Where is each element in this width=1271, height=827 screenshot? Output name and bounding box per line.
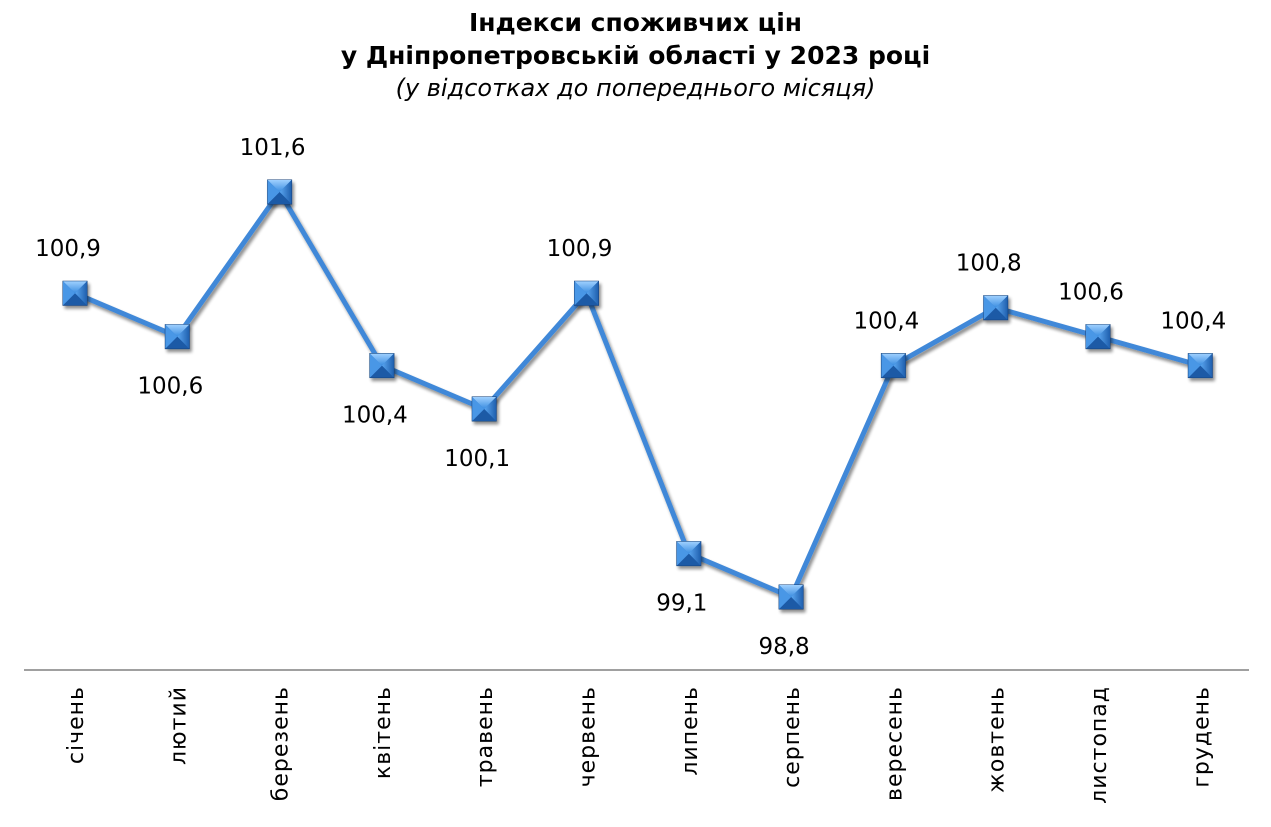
data-point-marker	[62, 280, 88, 306]
data-point-marker	[164, 324, 190, 350]
x-tick-label: травень	[473, 686, 498, 787]
x-tick-label: жовтень	[985, 686, 1010, 793]
data-label: 98,8	[758, 634, 809, 660]
data-label: 100,9	[547, 236, 613, 262]
data-label: 100,6	[1058, 280, 1124, 306]
series-line	[72, 189, 1203, 600]
data-point-marker	[267, 179, 293, 205]
chart-title-line-1: Індекси споживчих цін	[468, 8, 803, 37]
data-point-marker	[369, 353, 395, 379]
x-tick-label: лютий	[166, 686, 191, 765]
data-label: 100,9	[35, 236, 101, 262]
data-label: 100,4	[342, 403, 408, 429]
data-label: 99,1	[656, 591, 707, 617]
data-point-marker	[983, 295, 1009, 321]
x-tick-label: грудень	[1189, 686, 1214, 788]
x-tick-label: січень	[64, 686, 89, 764]
data-point-marker	[574, 280, 599, 306]
data-point-marker	[676, 541, 702, 567]
data-point-marker	[880, 353, 906, 379]
x-tick-label: вересень	[882, 686, 907, 801]
x-tick-label: червень	[576, 686, 601, 787]
data-label: 100,6	[137, 374, 203, 400]
data-label: 100,1	[444, 446, 510, 472]
data-point-marker	[1187, 353, 1213, 379]
data-point-marker	[471, 396, 497, 422]
data-point-marker	[778, 584, 804, 610]
data-labels-group: 100,9 100,6 101,6 100,4 100,1 100,9 99,1 98,8 10…	[35, 135, 1226, 660]
chart-subtitle: (у відсотках до попереднього місяця)	[395, 74, 876, 102]
x-tick-label: липень	[678, 686, 703, 776]
x-tick-label: березень	[269, 686, 294, 801]
data-label: 101,6	[240, 135, 306, 161]
markers-group	[62, 179, 1213, 610]
x-tick-label: листопад	[1087, 686, 1112, 804]
chart-title-block: Індекси споживчих цін у Дніпропетровські…	[0, 6, 1271, 105]
x-tick-label: квітень	[371, 686, 396, 779]
x-tick-label: серпень	[780, 686, 805, 788]
data-label: 100,8	[956, 251, 1022, 277]
chart-title-line-2: у Дніпропетровській області у 2023 році	[340, 41, 931, 70]
x-tick-labels-group: січень лютий березень квітень травень червень…	[64, 686, 1214, 804]
data-point-marker	[1085, 324, 1111, 350]
data-label: 100,4	[853, 309, 919, 335]
data-label: 100,4	[1160, 309, 1226, 335]
